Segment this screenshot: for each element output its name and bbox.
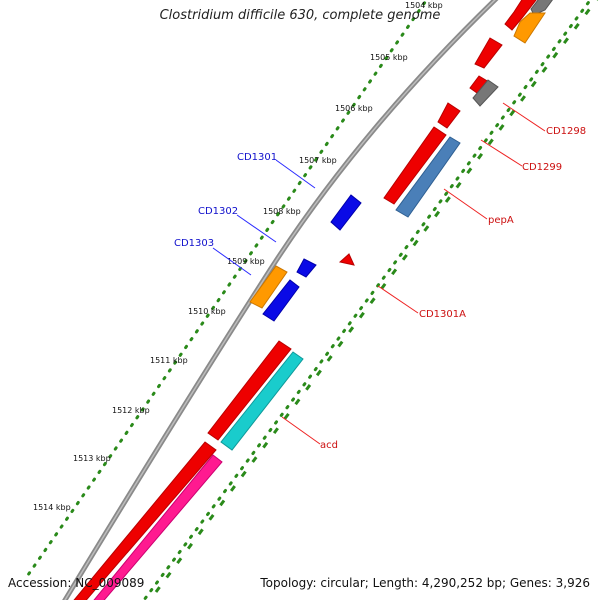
- gene-feature-steelblue[interactable]: [395, 136, 461, 218]
- gene-feature-orange[interactable]: [513, 12, 546, 44]
- gene-label-cd1298[interactable]: CD1298: [546, 126, 586, 137]
- gene-label-cd1299[interactable]: CD1299: [522, 162, 562, 173]
- gene-feature-red[interactable]: [338, 253, 355, 266]
- tick-label: 1509 kbp: [227, 257, 265, 266]
- gene-feature-blue[interactable]: [262, 279, 300, 322]
- gene-feature-orange[interactable]: [249, 265, 288, 309]
- leader-line: [443, 188, 488, 220]
- genome-stats-text: Topology: circular; Length: 4,290,252 bp…: [260, 576, 590, 590]
- tick-label: 1507 kbp: [299, 156, 337, 165]
- leader-line: [212, 247, 252, 276]
- tick-track-inner-dots: [142, 0, 593, 602]
- gene-label-cd1303[interactable]: CD1303: [174, 238, 214, 249]
- tick-label: 1512 kbp: [112, 406, 150, 415]
- gene-label-cd1301a[interactable]: CD1301A: [419, 309, 466, 320]
- tick-label: 1506 kbp: [335, 104, 373, 113]
- gene-feature-blue[interactable]: [330, 194, 362, 231]
- gene-label-cd1301[interactable]: CD1301: [237, 152, 277, 163]
- leader-line: [502, 102, 546, 132]
- gene-feature-red[interactable]: [69, 441, 217, 605]
- genome-backbone-highlight: [61, 0, 496, 605]
- tick-label: 1513 kbp: [73, 454, 111, 463]
- gene-feature-red[interactable]: [383, 126, 447, 205]
- gene-feature-blue[interactable]: [296, 258, 317, 278]
- tick-label: 1504 kbp: [405, 1, 443, 10]
- leader-line: [275, 159, 316, 189]
- map-title: Clostridium difficile 630, complete geno…: [159, 8, 441, 23]
- tick-track-outer: [26, 0, 429, 577]
- leader-line: [281, 416, 321, 445]
- accession-text: Accession: NC_009089: [8, 576, 145, 590]
- tick-label: 1508 kbp: [263, 207, 301, 216]
- gene-feature-red[interactable]: [437, 102, 461, 129]
- tick-label: 1505 kbp: [370, 53, 408, 62]
- gene-label-acd[interactable]: acd: [320, 440, 338, 451]
- gene-feature-magenta[interactable]: [89, 454, 223, 605]
- tick-label: 1514 kbp: [33, 503, 71, 512]
- leader-line: [377, 285, 419, 314]
- gene-label-pepa[interactable]: pepA: [488, 215, 514, 226]
- tick-label: 1510 kbp: [188, 307, 226, 316]
- tick-label: 1511 kbp: [150, 356, 188, 365]
- gene-feature-red[interactable]: [504, 0, 540, 31]
- gene-label-cd1302[interactable]: CD1302: [198, 206, 238, 217]
- gene-feature-gray[interactable]: [472, 79, 499, 107]
- leader-line: [480, 139, 523, 167]
- gene-feature-red[interactable]: [207, 340, 292, 441]
- gene-feature-cyan[interactable]: [220, 351, 304, 451]
- gene-feature-red[interactable]: [474, 37, 503, 69]
- leader-line: [236, 214, 277, 243]
